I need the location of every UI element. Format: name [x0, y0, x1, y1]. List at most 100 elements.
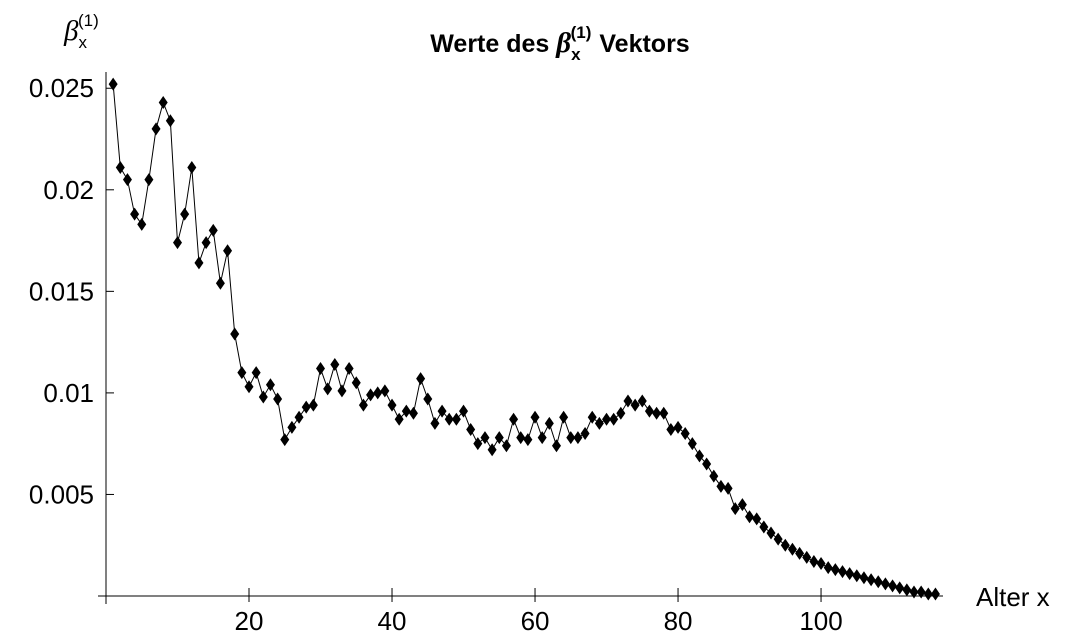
marker: [437, 404, 447, 418]
marker: [466, 422, 476, 436]
marker: [137, 217, 147, 231]
title-suffix: Vektors: [599, 30, 689, 58]
marker: [122, 173, 132, 187]
marker: [916, 585, 926, 599]
marker: [823, 561, 833, 575]
marker: [830, 563, 840, 577]
marker: [509, 412, 519, 426]
y-tick-label: 0.01: [43, 378, 94, 408]
marker: [423, 392, 433, 406]
marker: [473, 437, 483, 451]
marker: [566, 431, 576, 445]
marker: [866, 573, 876, 587]
marker: [165, 114, 175, 128]
line: [112, 84, 936, 595]
marker: [323, 382, 333, 396]
marker: [230, 327, 240, 341]
ylabel-superscript: (1): [78, 11, 99, 30]
marker: [158, 95, 168, 109]
marker: [487, 443, 497, 457]
marker: [444, 412, 454, 426]
marker: [480, 431, 490, 445]
marker: [544, 416, 554, 430]
y-tick-label: 0.005: [29, 479, 94, 509]
marker: [394, 412, 404, 426]
marker: [408, 406, 418, 420]
marker: [358, 398, 368, 412]
y-tick-label: 0.015: [29, 276, 94, 306]
marker: [416, 372, 426, 386]
marker: [244, 380, 254, 394]
marker: [909, 585, 919, 599]
marker: [759, 520, 769, 534]
marker: [594, 416, 604, 430]
x-axis-label: Alter x: [976, 582, 1050, 612]
marker: [702, 457, 712, 471]
marker: [787, 542, 797, 556]
marker: [337, 384, 347, 398]
marker: [273, 392, 283, 406]
marker: [652, 406, 662, 420]
marker: [173, 236, 183, 250]
marker: [623, 394, 633, 408]
marker: [287, 420, 297, 434]
marker: [737, 498, 747, 512]
marker: [888, 579, 898, 593]
marker: [265, 378, 275, 392]
marker: [516, 431, 526, 445]
marker: [930, 587, 940, 601]
title-superscript: (1): [571, 23, 592, 42]
marker: [223, 244, 233, 258]
marker: [294, 410, 304, 424]
marker: [659, 406, 669, 420]
marker: [559, 410, 569, 424]
marker: [616, 406, 626, 420]
marker: [194, 256, 204, 270]
title-prefix: Werte des: [430, 30, 549, 58]
marker: [723, 481, 733, 495]
marker: [459, 404, 469, 418]
marker: [923, 587, 933, 601]
y-tick-label: 0.025: [29, 73, 94, 103]
marker: [587, 410, 597, 424]
marker: [773, 532, 783, 546]
marker: [494, 431, 504, 445]
marker: [716, 479, 726, 493]
marker: [344, 362, 354, 376]
marker: [816, 557, 826, 571]
marker: [709, 469, 719, 483]
marker: [752, 512, 762, 526]
marker: [602, 412, 612, 426]
marker: [630, 398, 640, 412]
marker: [387, 398, 397, 412]
x-tick-label: 80: [664, 606, 693, 634]
marker: [730, 502, 740, 516]
x-tick-label: 20: [235, 606, 264, 634]
marker: [580, 427, 590, 441]
marker: [780, 538, 790, 552]
marker: [637, 394, 647, 408]
marker: [115, 160, 125, 174]
x-tick-label: 40: [378, 606, 407, 634]
marker: [694, 449, 704, 463]
marker: [401, 404, 411, 418]
marker: [180, 207, 190, 221]
marker: [330, 357, 340, 371]
chart-title: Werte des βx (1) Vektors: [430, 23, 689, 64]
x-tick-label: 60: [521, 606, 550, 634]
marker: [258, 390, 268, 404]
marker: [837, 565, 847, 579]
marker: [151, 122, 161, 136]
marker: [108, 77, 118, 91]
y-axis-label: βx (1): [63, 11, 99, 52]
marker: [802, 550, 812, 564]
marker: [208, 223, 218, 237]
marker: [687, 437, 697, 451]
marker: [523, 433, 533, 447]
marker: [187, 160, 197, 174]
marker: [501, 439, 511, 453]
title-symbol: β: [555, 27, 571, 59]
marker: [237, 366, 247, 380]
